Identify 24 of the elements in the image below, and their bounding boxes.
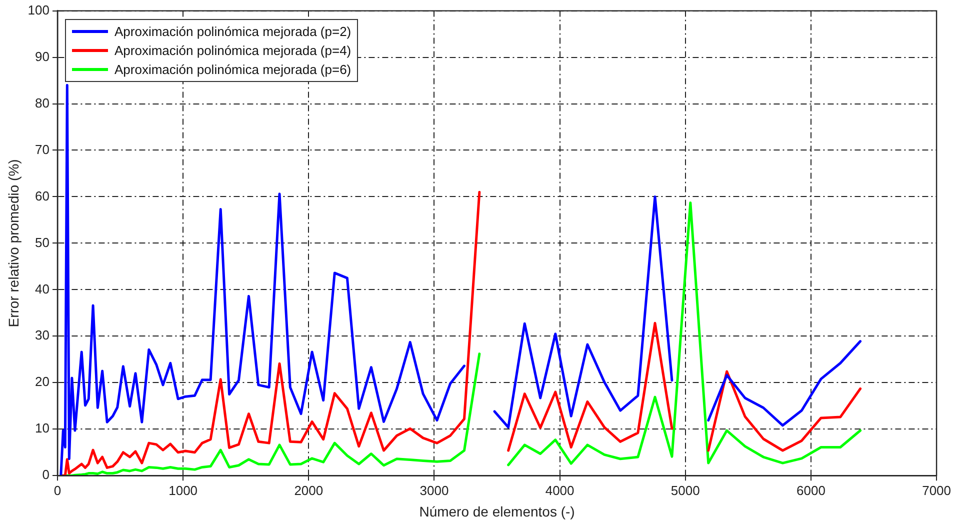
- x-tick-label: 0: [54, 482, 62, 498]
- legend-label: Aproximación polinómica mejorada (p=2): [114, 24, 352, 39]
- y-tick-label: 90: [35, 48, 50, 64]
- x-tick-label: 2000: [294, 482, 324, 498]
- y-tick-label: 80: [35, 95, 50, 110]
- y-tick-label: 30: [35, 328, 50, 343]
- x-tick-label: 4000: [545, 482, 574, 498]
- x-tick-label: 7000: [922, 482, 951, 498]
- x-axis-title: Número de elementos (-): [419, 503, 575, 520]
- y-tick-label: 70: [35, 142, 50, 157]
- x-tick-label: 3000: [420, 482, 449, 498]
- legend-label: Aproximación polinómica mejorada (p=6): [114, 62, 352, 77]
- y-tick-label: 40: [35, 281, 50, 296]
- y-axis-title: Error relativo promedio (%): [5, 159, 22, 328]
- y-tick-label: 20: [35, 374, 50, 390]
- y-tick-label: 10: [35, 420, 50, 436]
- x-tick-label: 6000: [796, 482, 826, 498]
- legend-label: Aproximación polinómica mejorada (p=4): [114, 42, 352, 58]
- x-tick-label: 1000: [168, 482, 198, 498]
- x-tick-label: 5000: [670, 482, 700, 498]
- y-tick-label: 0: [42, 467, 50, 482]
- y-tick-label: 50: [35, 234, 50, 250]
- y-tick-label: 60: [35, 188, 50, 204]
- y-tick-label: 100: [28, 2, 50, 18]
